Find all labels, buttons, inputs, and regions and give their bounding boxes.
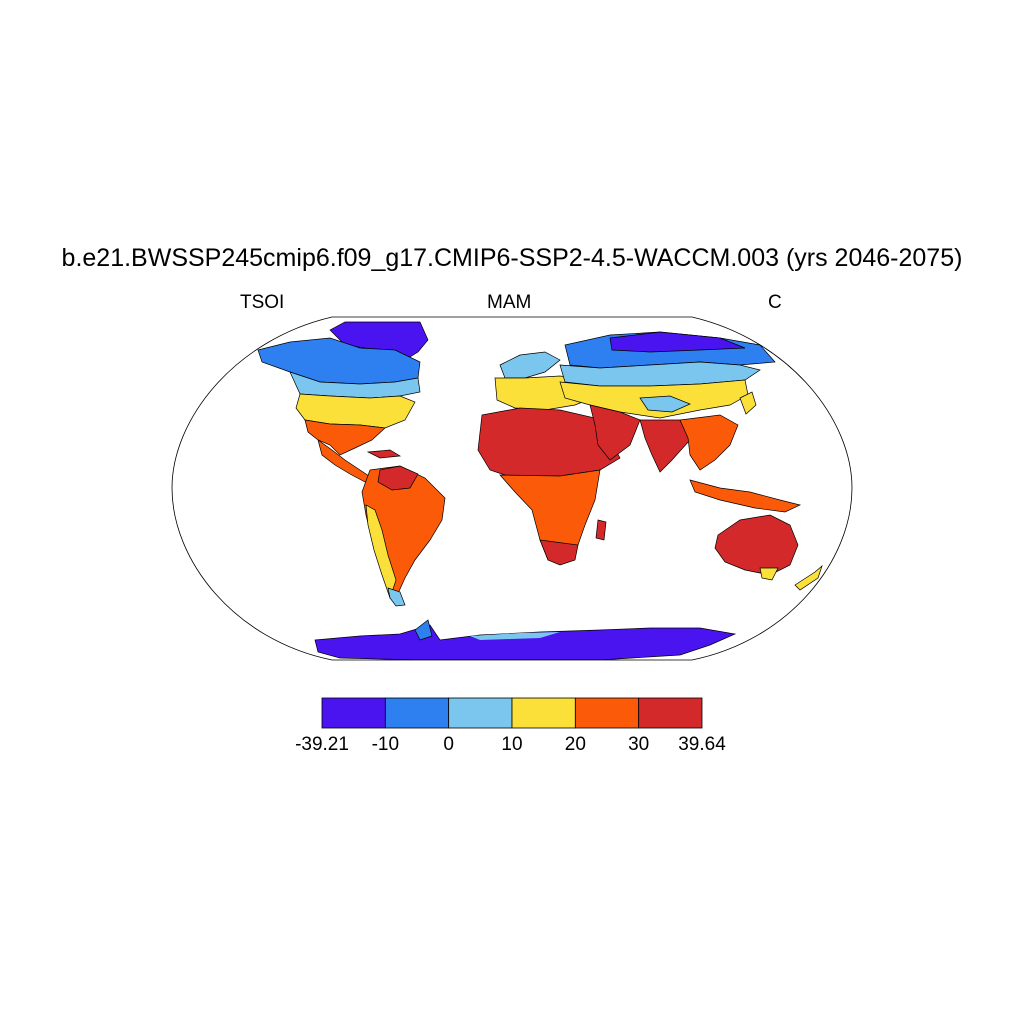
colorbar-bin-0: [321, 697, 386, 729]
australia-south: [759, 567, 779, 581]
new-zealand: [794, 564, 823, 591]
map-title: b.e21.BWSSP245cmip6.f09_g17.CMIP6-SSP2-4…: [61, 244, 963, 272]
colorbar-tick-label: 39.64: [678, 734, 726, 755]
colorbar-tick-label: 30: [628, 734, 650, 755]
siberia-arctic-core: [609, 331, 746, 353]
colorbar-bin-3: [511, 697, 576, 729]
season-label: MAM: [487, 292, 532, 313]
southeast-asia: [679, 414, 739, 471]
patagonia: [387, 587, 406, 607]
colorbar-bin-4: [574, 697, 640, 729]
units-label: C: [768, 292, 782, 313]
colorbar-tick-label: 0: [443, 734, 454, 755]
japan: [739, 391, 757, 415]
colorbar-tick-label: 20: [564, 734, 586, 755]
africa-south: [539, 539, 579, 566]
madagascar: [595, 519, 607, 541]
antarctic-coast-mild: [470, 632, 560, 640]
map-outline: [171, 316, 853, 661]
middle-east: [589, 404, 641, 461]
australia: [714, 514, 799, 576]
antarctic-peninsula: [414, 619, 433, 641]
colorbar-bin-1: [384, 697, 450, 729]
colorbar-tick-label: 10: [501, 734, 523, 755]
north-america-south: [304, 419, 386, 456]
colorbar-bin-2: [448, 697, 513, 729]
tibet-plateau: [639, 395, 691, 413]
indonesia: [689, 479, 802, 513]
caribbean-islands: [366, 449, 402, 459]
andes-band: [365, 504, 397, 600]
colorbar-tick-label: -39.21: [295, 734, 349, 755]
colorbar-bin-5: [638, 697, 703, 729]
north-america-temperate: [295, 393, 416, 429]
south-america-north-hot: [377, 465, 419, 491]
colorbar-tick-label: -10: [371, 734, 400, 755]
variable-label: TSOI: [240, 292, 285, 313]
africa-north: [477, 407, 621, 481]
